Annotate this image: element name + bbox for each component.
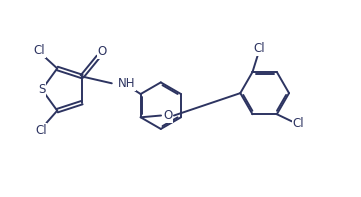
- Text: NH: NH: [118, 77, 136, 90]
- Text: Cl: Cl: [34, 44, 45, 57]
- Text: Cl: Cl: [253, 42, 265, 55]
- Text: S: S: [38, 83, 45, 96]
- Text: O: O: [97, 45, 106, 58]
- Text: Cl: Cl: [292, 117, 304, 130]
- Text: O: O: [163, 109, 172, 122]
- Text: Cl: Cl: [35, 124, 47, 137]
